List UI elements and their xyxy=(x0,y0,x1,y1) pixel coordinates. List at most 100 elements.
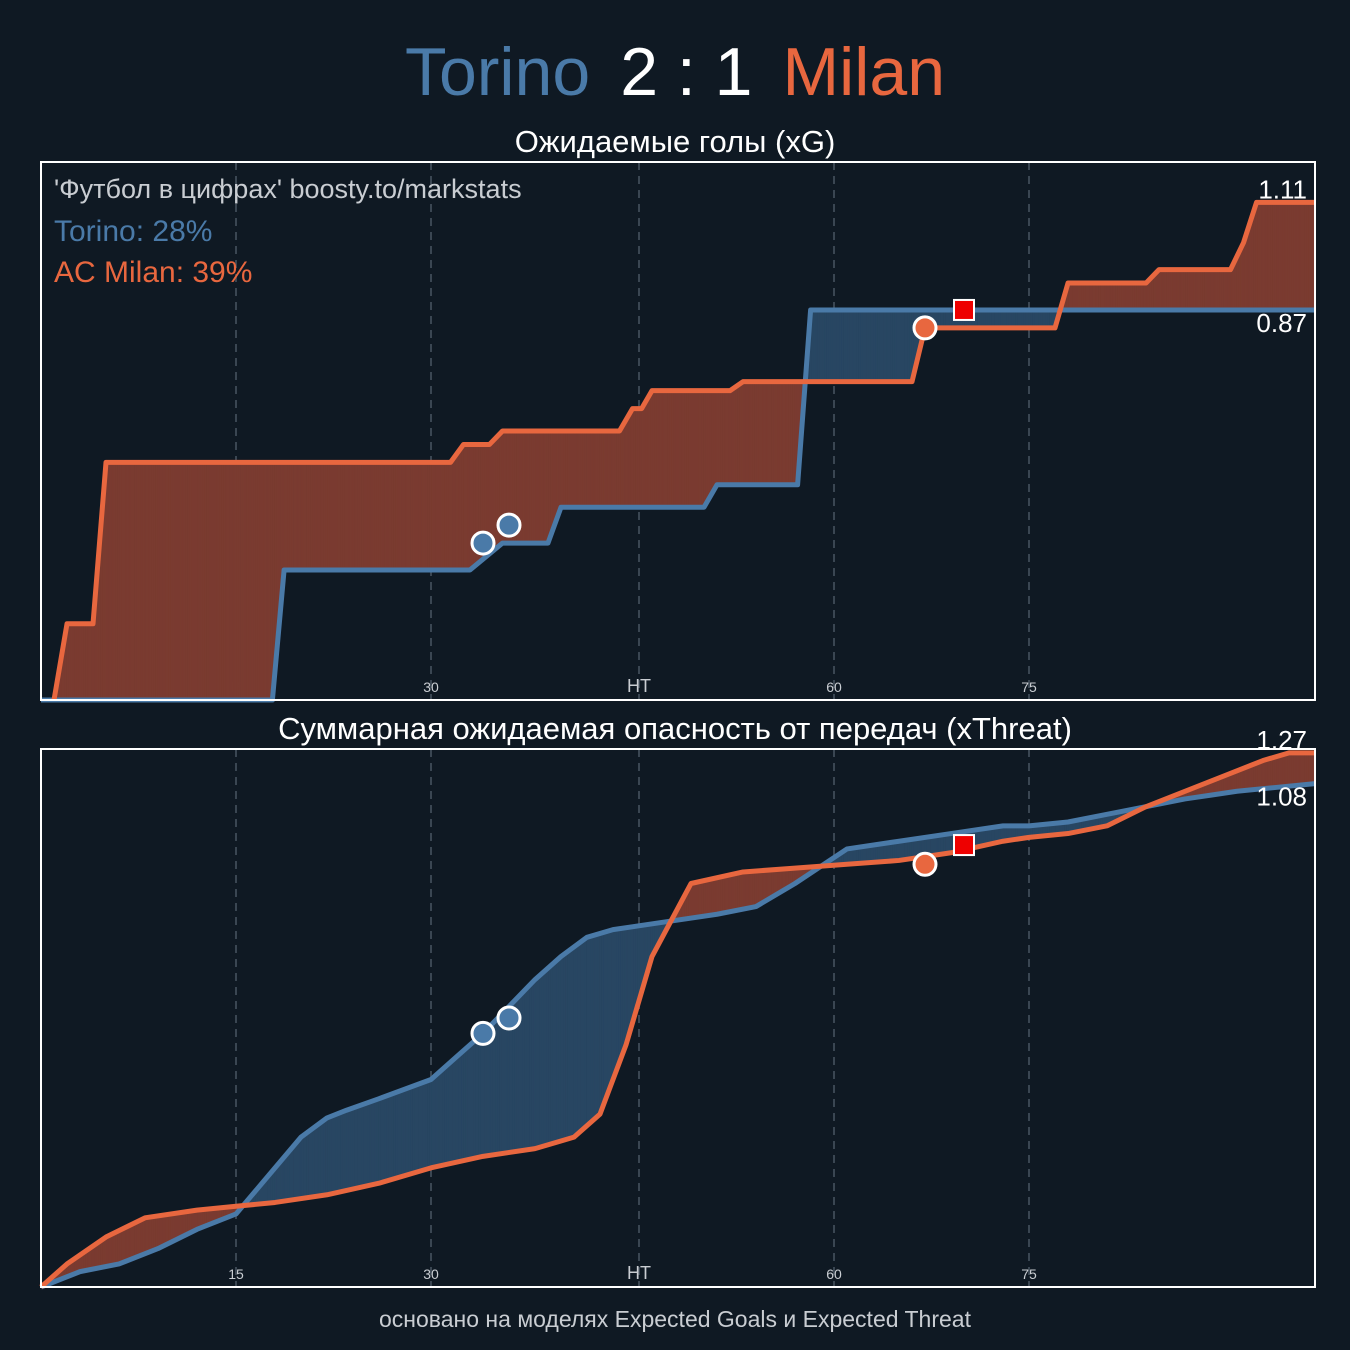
area-fill xyxy=(435,462,439,571)
area-fill xyxy=(106,1235,110,1267)
area-fill xyxy=(376,1098,379,1185)
area-fill xyxy=(318,462,322,571)
area-fill xyxy=(879,309,883,382)
area-fill xyxy=(769,869,772,900)
area-fill xyxy=(1030,309,1033,329)
area-fill xyxy=(832,309,836,382)
area-fill xyxy=(841,309,844,382)
area-fill xyxy=(690,390,694,508)
area-fill xyxy=(497,1015,500,1155)
area-fill xyxy=(573,944,577,1138)
area-fill xyxy=(212,462,216,701)
area-fill xyxy=(391,462,394,571)
area-fill xyxy=(1121,282,1125,311)
area-fill xyxy=(987,309,991,329)
area-fill xyxy=(1270,202,1273,311)
area-fill xyxy=(223,462,227,701)
area-fill xyxy=(681,390,685,508)
area-fill xyxy=(475,1036,479,1159)
area-fill xyxy=(639,407,643,508)
torino-line xyxy=(40,781,1316,1290)
area-fill xyxy=(828,309,832,382)
area-fill xyxy=(238,462,241,701)
area-fill xyxy=(724,875,728,914)
goal-marker xyxy=(912,851,938,877)
area-fill xyxy=(1227,269,1231,311)
area-fill xyxy=(548,965,551,1146)
area-fill xyxy=(747,871,751,909)
area-fill xyxy=(1263,202,1267,311)
area-fill xyxy=(1166,269,1169,311)
area-fill xyxy=(382,1096,386,1183)
area-fill xyxy=(732,873,736,912)
area-fill xyxy=(488,1024,492,1156)
area-fill xyxy=(391,1092,394,1180)
area-fill xyxy=(1142,282,1146,311)
area-fill xyxy=(1021,309,1025,329)
area-fill xyxy=(586,430,590,508)
area-fill xyxy=(365,1102,369,1187)
area-fill xyxy=(707,878,711,916)
area-fill xyxy=(713,877,717,916)
area-fill xyxy=(456,449,460,571)
area-fill xyxy=(159,462,163,701)
area-fill xyxy=(308,1129,311,1198)
area-fill xyxy=(526,430,530,544)
area-fill xyxy=(1002,309,1006,329)
area-fill xyxy=(822,309,825,382)
area-fill xyxy=(1032,309,1036,329)
area-fill xyxy=(764,869,768,902)
area-fill xyxy=(758,870,762,906)
area-fill xyxy=(664,390,668,508)
area-fill xyxy=(1115,282,1118,311)
area-fill xyxy=(983,309,987,329)
area-fill xyxy=(312,1126,316,1198)
area-fill xyxy=(552,961,556,1144)
area-fill xyxy=(684,390,687,508)
area-fill xyxy=(456,1053,460,1163)
goal-marker xyxy=(470,530,496,556)
area-fill xyxy=(458,1051,462,1162)
area-fill xyxy=(1189,269,1193,311)
area-fill xyxy=(613,430,617,508)
area-fill xyxy=(136,462,139,701)
area-fill xyxy=(599,430,602,508)
area-fill xyxy=(887,842,891,862)
area-fill xyxy=(229,462,233,701)
area-fill xyxy=(244,462,248,701)
area-fill xyxy=(647,392,651,508)
area-fill xyxy=(940,834,944,855)
area-fill xyxy=(214,462,218,701)
area-fill xyxy=(1019,309,1023,329)
area-fill xyxy=(556,957,560,1143)
area-fill xyxy=(603,931,607,1105)
area-fill xyxy=(350,462,354,571)
area-fill xyxy=(1129,282,1133,311)
area-fill xyxy=(626,926,630,1042)
area-fill xyxy=(123,462,127,701)
area-fill xyxy=(847,309,851,382)
area-fill xyxy=(176,462,180,701)
area-fill xyxy=(769,381,772,486)
area-fill xyxy=(318,1121,322,1197)
area-fill xyxy=(628,926,632,1035)
area-fill xyxy=(526,984,530,1151)
end-value-label: 0.87 xyxy=(1256,308,1307,338)
area-fill xyxy=(611,430,615,508)
area-fill xyxy=(1278,202,1282,311)
area-fill xyxy=(433,1074,437,1168)
plot-frame xyxy=(40,748,1316,1288)
area-fill xyxy=(108,1234,112,1267)
area-fill xyxy=(289,462,292,571)
area-fill xyxy=(936,309,940,329)
area-fill xyxy=(885,309,889,382)
area-fill xyxy=(677,390,681,508)
area-fill xyxy=(817,309,821,382)
area-fill xyxy=(450,1059,454,1164)
area-fill xyxy=(762,870,766,903)
area-fill xyxy=(1206,269,1210,311)
area-fill xyxy=(165,1214,169,1245)
x-tick-label: HT xyxy=(627,1263,651,1283)
area-fill xyxy=(1093,282,1097,311)
area-fill xyxy=(384,1095,388,1182)
